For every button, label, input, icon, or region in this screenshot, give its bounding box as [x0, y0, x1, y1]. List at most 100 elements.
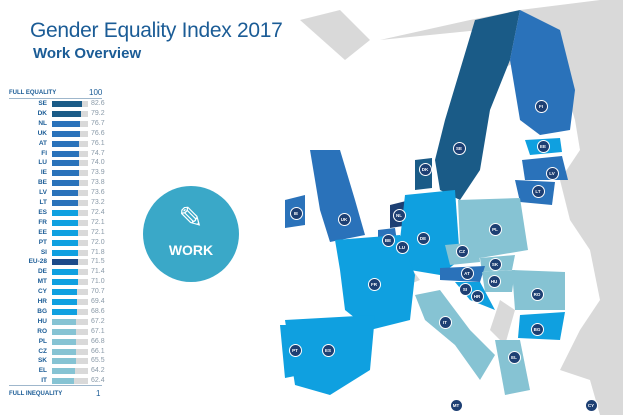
country-label-fi: FI [534, 99, 548, 113]
score-bar-track [52, 101, 88, 107]
score-bar-track [52, 348, 88, 355]
country-label-hu: HU [487, 274, 501, 288]
score-bar [52, 368, 76, 375]
country-code: IT [41, 377, 47, 385]
score-value: 66.1 [91, 347, 105, 355]
score-bar-track [52, 269, 88, 276]
score-bar-track [52, 358, 88, 365]
score-bar-track [52, 170, 88, 177]
score-bar [52, 170, 79, 177]
countries [280, 10, 575, 395]
country-code: CZ [38, 347, 47, 355]
score-bar [52, 219, 78, 226]
country-label-el: EL [507, 350, 521, 364]
score-bar-track [52, 160, 88, 167]
score-value: 72.4 [91, 208, 105, 216]
full-equality-value: 100 [89, 88, 103, 97]
score-bar [52, 269, 78, 276]
score-bar [52, 348, 76, 355]
score-bar [52, 140, 80, 147]
score-bar [52, 328, 77, 335]
work-label: WORK [168, 242, 214, 258]
score-bar [52, 209, 79, 216]
score-bar-track [52, 190, 88, 197]
country-code: DK [37, 109, 47, 117]
score-bar [52, 299, 77, 305]
full-inequality-value: 1 [96, 389, 101, 398]
country-code: NL [38, 119, 47, 127]
score-bar [52, 160, 79, 167]
country-code: EU-28 [28, 258, 47, 266]
score-value: 71.5 [91, 258, 105, 266]
country-label-pt: PT [288, 343, 302, 357]
country-label-ee: EE [536, 139, 550, 153]
score-bar [52, 378, 75, 385]
score-bar-track [52, 180, 88, 187]
score-bar [52, 120, 80, 127]
score-bar-track [52, 219, 88, 226]
score-bar-track [52, 110, 88, 117]
country-label-lv: LV [545, 166, 559, 180]
country-label-uk: UK [337, 212, 351, 226]
country-code: BE [37, 179, 47, 187]
country-code: SE [38, 100, 47, 107]
score-value: 70.7 [91, 288, 105, 296]
country-label-dk: DK [418, 162, 432, 176]
score-value: 71.4 [91, 268, 105, 276]
country-code: UK [37, 129, 47, 137]
country-label-it: IT [438, 315, 452, 329]
score-bar-track [52, 289, 88, 296]
score-value: 74.0 [91, 159, 105, 167]
country-label-lu: LU [395, 240, 409, 254]
tools-icon: ✎ [178, 202, 204, 235]
country-label-sk: SK [488, 257, 502, 271]
country-code: AT [38, 139, 47, 147]
country-label-se: SE [452, 141, 466, 155]
score-bar [52, 358, 76, 365]
country-label-lt: LT [531, 184, 545, 198]
country-code: FR [38, 218, 47, 226]
country-code: LV [39, 189, 47, 197]
country-code: PT [38, 238, 47, 246]
country-label-de: DE [416, 231, 430, 245]
score-value: 74.7 [91, 149, 105, 157]
country-code: DE [37, 268, 47, 276]
score-bar [52, 289, 78, 296]
score-bar-track [52, 299, 88, 305]
country-label-ro: RO [530, 287, 544, 301]
score-bar-track [52, 338, 88, 345]
score-bar [52, 239, 78, 246]
country-code: EL [38, 367, 47, 375]
score-bar [52, 130, 80, 137]
score-bar-track [52, 368, 88, 375]
score-bar-track [52, 120, 88, 127]
country-label-be: BE [381, 233, 395, 247]
country-code: BG [37, 307, 47, 315]
score-bar-track [52, 318, 88, 325]
score-bar [52, 229, 78, 236]
country-code: MT [37, 278, 47, 286]
score-bar-track [52, 140, 88, 147]
country-label-cy: CY [584, 398, 598, 412]
score-bar-track [52, 249, 88, 256]
country-label-cz: CZ [455, 244, 469, 258]
score-value: 71.0 [91, 278, 105, 286]
score-bar [52, 150, 79, 157]
country-code: SI [40, 248, 47, 256]
divider [9, 98, 102, 99]
country-label-nl: NL [392, 208, 406, 222]
score-value: 68.6 [91, 307, 105, 315]
country-code: SK [37, 357, 47, 365]
score-value: 67.1 [91, 327, 105, 335]
score-bar [52, 279, 78, 286]
country-label-hr: HR [470, 289, 484, 303]
country-code: IE [40, 169, 47, 177]
country-code: HU [37, 317, 47, 325]
score-value: 73.9 [91, 169, 105, 177]
score-value: 76.6 [91, 129, 105, 137]
score-bar [52, 308, 77, 315]
score-bar-track [52, 378, 88, 385]
score-value: 67.2 [91, 317, 105, 325]
work-domain-badge: ✎ WORK [143, 186, 239, 282]
score-value: 65.5 [91, 357, 105, 365]
